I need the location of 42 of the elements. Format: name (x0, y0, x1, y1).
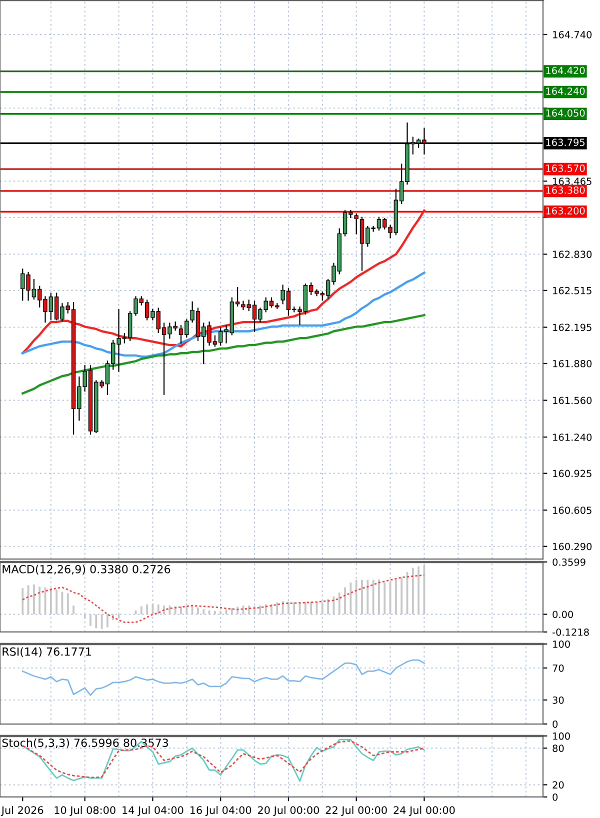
y-tick-label: 80 (552, 744, 564, 752)
y-tick-label: 0.00 (552, 610, 574, 618)
y-tick-label: 0 (552, 720, 558, 728)
y-tick-label: 162.830 (553, 250, 592, 258)
y-tick-label: 161.880 (553, 360, 592, 368)
y-tick-label: 0.3599 (552, 558, 586, 566)
ref-line-label: 164.420 (546, 66, 585, 74)
y-tick-label: 160.925 (553, 470, 592, 478)
ref-line-label: 164.050 (546, 109, 585, 117)
ref-line-label: 163.795 (546, 138, 585, 146)
line-series (22, 659, 425, 696)
y-tick-label: 160.605 (553, 506, 592, 514)
ref-line-label: 163.200 (546, 207, 585, 214)
y-tick-label: 160.290 (553, 542, 592, 550)
y-tick-label: 162.195 (553, 324, 592, 332)
x-tick-label: 14 Jul 04:00 (122, 806, 184, 816)
x-tick-label: 10 Jul 08:00 (54, 806, 116, 816)
y-tick-label: 100 (553, 732, 570, 740)
ref-line-label: 164.240 (546, 87, 585, 95)
line-series (22, 209, 426, 354)
chart-title: MACD(12,26,9) 0.3380 0.2726 (2, 564, 170, 575)
y-tick-label: -0.1218 (552, 628, 589, 636)
y-tick-label: 30 (552, 696, 564, 704)
chart-title: RSI(14) 76.1771 (2, 647, 91, 658)
x-tick-label: 16 Jul 04:00 (190, 806, 252, 816)
y-tick-label: 70 (552, 664, 564, 672)
y-tick-label: 100 (553, 640, 570, 648)
ref-line-label: 163.570 (546, 164, 585, 172)
x-tick-label: 20 Jul 00:00 (258, 806, 320, 816)
y-tick-label: 20 (552, 781, 564, 789)
y-tick-label: 164.740 (553, 30, 592, 38)
x-tick-label: 24 Jul 00:00 (394, 806, 455, 816)
x-tick-label: 22 Jul 00:00 (326, 806, 387, 816)
x-tick-label: Jul 2026 (0, 806, 44, 816)
y-tick-label: 163.465 (553, 178, 592, 185)
ref-line-label: 163.380 (546, 186, 585, 194)
y-tick-label: 162.515 (553, 286, 592, 294)
line-series (22, 314, 426, 394)
line-series (22, 574, 425, 623)
y-tick-label: 161.560 (553, 396, 592, 404)
y-tick-label: 161.240 (553, 434, 592, 441)
y-tick-label: 0 (552, 793, 558, 801)
